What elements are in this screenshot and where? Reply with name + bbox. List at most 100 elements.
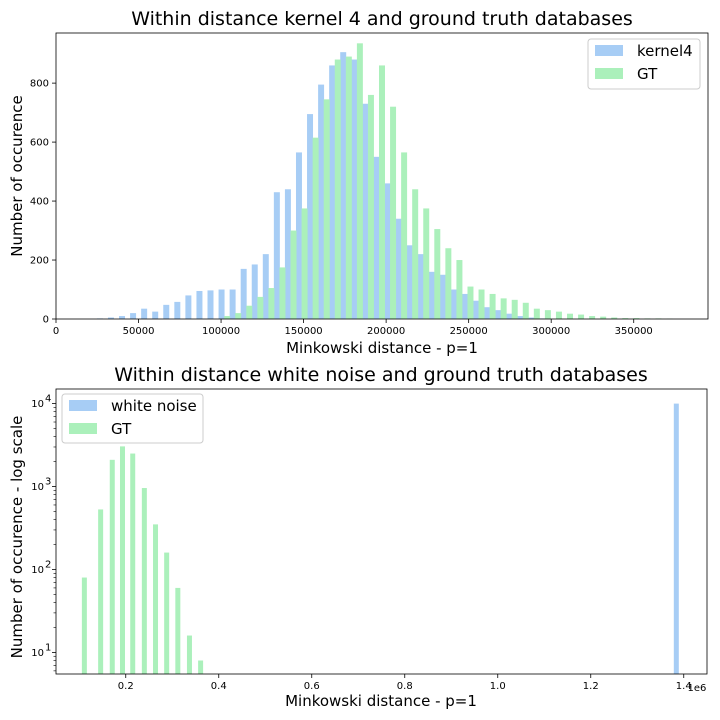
bar-kernel4	[207, 290, 214, 319]
x-tick-label: 200000	[367, 326, 405, 337]
bar-gt	[257, 296, 264, 319]
bottom-chart: Within distance white noise and ground t…	[8, 364, 708, 710]
bar-gt	[323, 99, 330, 319]
bar-gt	[467, 286, 474, 319]
bar-gt	[533, 308, 540, 319]
y-tick-label: 800	[30, 79, 49, 90]
x-tick-label: 0.8	[397, 681, 413, 692]
legend: white noise GT	[61, 393, 204, 444]
y-axis-label: Number of occurence - log scale	[8, 416, 26, 659]
bar-gt	[401, 152, 408, 319]
y-tick-label: 0	[43, 315, 49, 326]
bar-kernel4	[152, 311, 159, 319]
ticks-group: 0 50000 100000 150000 200000 250000 300000 3500…	[30, 79, 653, 337]
bar-gt	[119, 446, 125, 674]
bar-kernel4	[340, 52, 347, 319]
bar-gt	[164, 552, 170, 674]
bar-white-noise	[673, 403, 679, 674]
legend-swatch-gt	[595, 68, 623, 79]
bar-kernel4	[417, 254, 424, 319]
bar-kernel4	[384, 183, 391, 319]
y-tick-label: 10	[31, 565, 44, 576]
bar-gt	[555, 311, 562, 319]
bar-gt	[500, 298, 507, 319]
x-tick-label: 0.2	[118, 681, 134, 692]
bar-kernel4	[229, 289, 236, 319]
bar-gt	[224, 316, 231, 319]
top-chart: Within distance kernel 4 and ground trut…	[8, 8, 709, 357]
legend-label-white-noise: white noise	[111, 397, 197, 415]
bar-kernel4	[284, 189, 291, 319]
bar-gt	[611, 317, 618, 319]
legend: kernel4 GT	[587, 38, 701, 90]
bar-kernel4	[218, 289, 225, 319]
x-tick-label: 250000	[450, 326, 488, 337]
bar-kernel4	[362, 103, 369, 320]
bar-kernel4	[262, 254, 269, 319]
bar-kernel4	[528, 317, 535, 319]
x-tick-label: 50000	[123, 326, 155, 337]
bar-kernel4	[461, 293, 468, 319]
bar-gt	[544, 310, 551, 319]
x-tick-label: 0.6	[304, 681, 320, 692]
bar-kernel4	[185, 295, 192, 319]
bar-gt	[489, 293, 496, 319]
bar-gt	[390, 106, 397, 320]
bar-gt	[434, 229, 441, 319]
x-scale-offset-label: 1e6	[688, 683, 707, 694]
y-axis-label: Number of occurence	[8, 95, 26, 256]
bar-kernel4	[517, 316, 524, 319]
bar-gt	[412, 189, 419, 319]
legend-label-gt: GT	[637, 65, 658, 83]
x-tick-label: 300000	[532, 326, 570, 337]
bar-gt	[312, 137, 319, 319]
bar-kernel4	[240, 268, 247, 319]
bars-group	[96, 43, 673, 320]
bar-gt	[578, 314, 585, 319]
y-tick-label: 10	[31, 399, 44, 410]
bar-kernel4	[196, 290, 203, 319]
bar-gt	[109, 459, 115, 674]
bar-kernel4	[130, 313, 137, 319]
plot-frame	[55, 32, 709, 320]
bar-kernel4	[428, 271, 435, 319]
bar-kernel4	[318, 84, 325, 320]
bar-gt	[290, 230, 297, 319]
bar-gt	[423, 208, 430, 319]
bar-gt	[334, 59, 341, 320]
bar-gt	[186, 635, 192, 674]
bar-kernel4	[174, 301, 181, 319]
bar-gt	[141, 488, 147, 674]
bar-kernel4	[495, 310, 502, 319]
y-tick-label: 400	[30, 197, 49, 208]
bar-kernel4	[273, 192, 280, 319]
x-tick-label: 1.2	[583, 681, 599, 692]
x-tick-label: 150000	[285, 326, 323, 337]
bar-kernel4	[395, 218, 402, 319]
bar-gt	[522, 302, 529, 319]
bar-gt	[511, 299, 518, 319]
bar-kernel4	[450, 289, 457, 319]
x-tick-label: 350000	[615, 326, 653, 337]
bar-kernel4	[251, 264, 258, 319]
legend-label-kernel4: kernel4	[637, 42, 693, 60]
bar-gt	[589, 316, 596, 319]
bar-kernel4	[307, 114, 314, 319]
bar-gt	[600, 316, 607, 319]
bar-gt	[130, 453, 136, 674]
bar-gt	[268, 288, 275, 319]
x-tick-label: 100000	[202, 326, 240, 337]
bar-gt	[622, 318, 629, 319]
bar-gt	[301, 208, 308, 319]
bar-gt	[98, 509, 104, 674]
x-axis-label: Minkowski distance - p=1	[285, 692, 477, 710]
x-tick-label: 0.4	[211, 681, 227, 692]
bar-kernel4	[329, 65, 336, 320]
bar-gt	[356, 43, 363, 320]
legend-swatch-white-noise	[69, 400, 97, 411]
y-tick-label: 10	[31, 648, 44, 659]
legend-swatch-gt	[69, 423, 97, 434]
x-tick-label: 1.0	[490, 681, 506, 692]
